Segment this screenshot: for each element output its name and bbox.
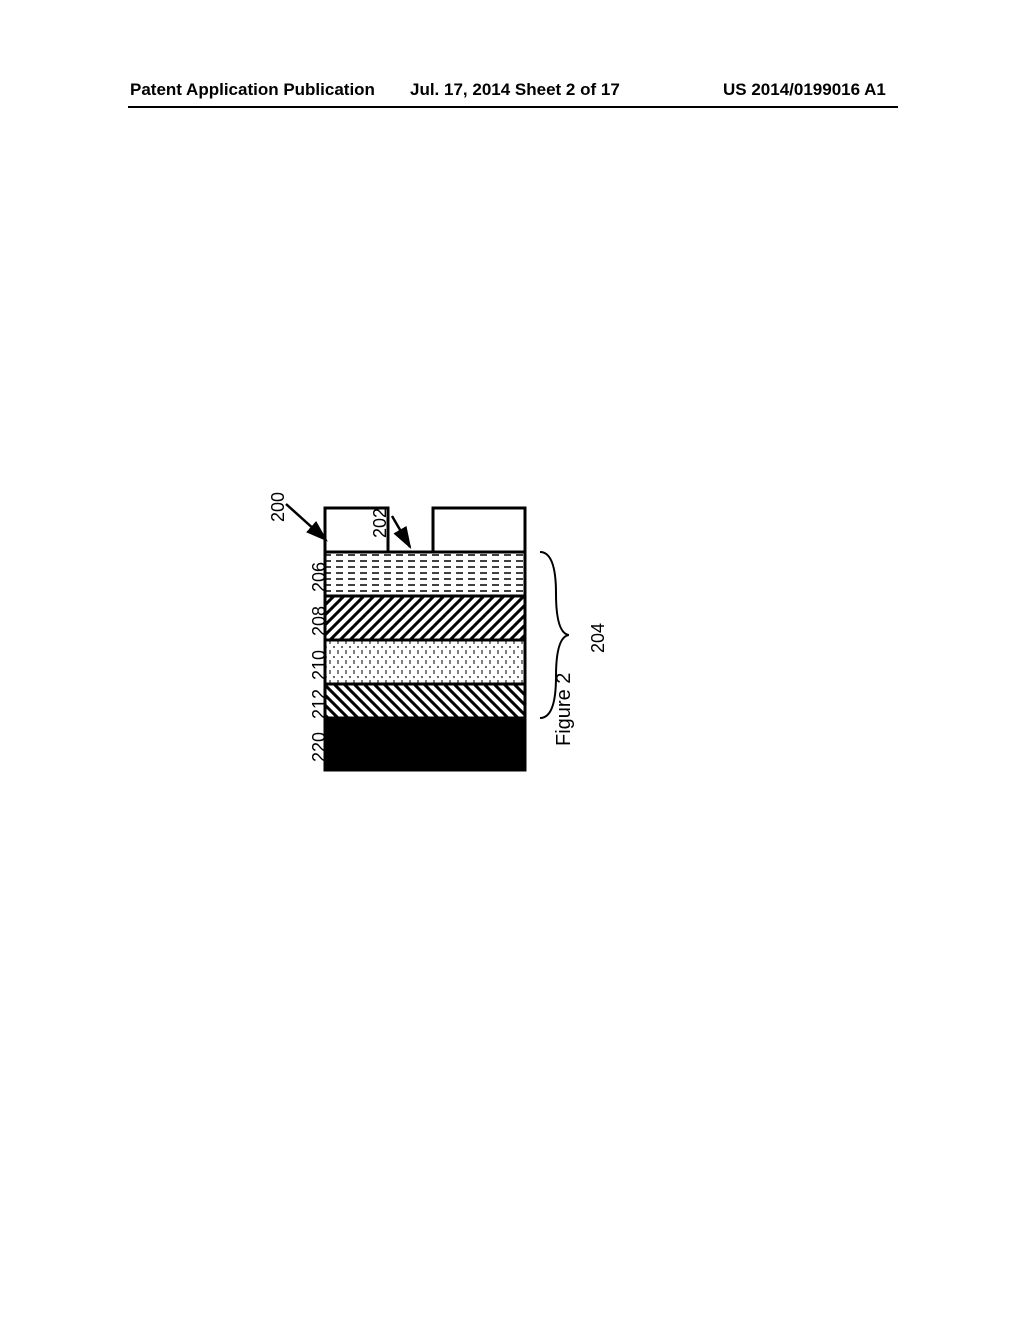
figure-caption: Figure 2	[553, 673, 576, 746]
label-208: 208	[309, 606, 330, 636]
layer-212	[325, 684, 525, 718]
label-220: 220	[309, 732, 330, 762]
label-200: 200	[268, 492, 289, 522]
top-bar-right	[433, 508, 525, 552]
label-210: 210	[309, 650, 330, 680]
patent-figure	[0, 0, 1024, 1320]
label-206: 206	[309, 562, 330, 592]
layer-210	[325, 640, 525, 684]
label-212: 212	[309, 689, 330, 719]
layer-208	[325, 596, 525, 640]
pointer-200	[286, 504, 326, 540]
layer-206	[325, 552, 525, 596]
layer-220	[325, 718, 525, 770]
label-202: 202	[370, 508, 391, 538]
pointer-202	[392, 516, 410, 547]
label-204: 204	[588, 623, 609, 653]
